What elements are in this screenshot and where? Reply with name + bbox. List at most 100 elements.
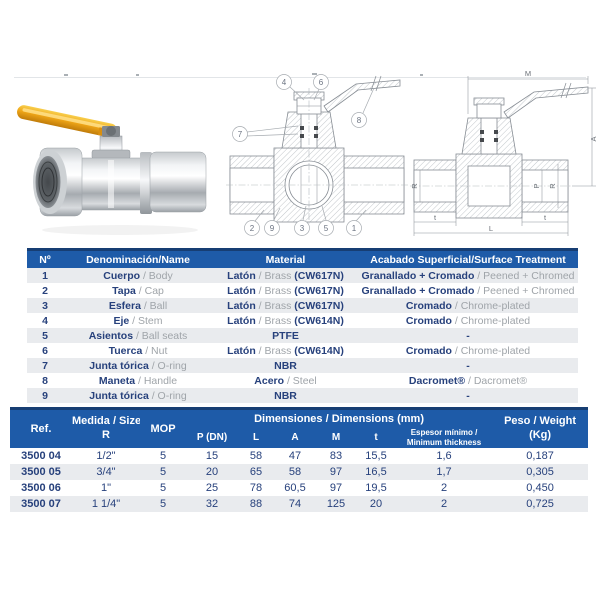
material-code: (CW617N) bbox=[294, 269, 344, 282]
cell-finish: Cromado / Chrome-plated bbox=[358, 313, 578, 328]
crop-artifact bbox=[136, 74, 139, 76]
cell-l: 65 bbox=[249, 466, 263, 478]
cell-size: 1" bbox=[100, 482, 112, 494]
table-row: 3500 07 1 1/4" 5 32 88 74 125 20 2 0,725 bbox=[10, 496, 589, 512]
callout-4: 4 bbox=[282, 78, 287, 87]
col-header-material: Material bbox=[213, 248, 358, 268]
cell-t: 15,5 bbox=[365, 450, 387, 462]
cell-material: Latón / Brass (CW617N) bbox=[213, 298, 358, 313]
table-row: 3500 06 1" 5 25 78 60,5 97 19,5 2 0,450 bbox=[10, 480, 588, 496]
cell-num: 3 bbox=[42, 299, 48, 312]
col-header-m: M bbox=[316, 427, 356, 448]
text-es: Cuerpo bbox=[103, 269, 141, 282]
cell-finish: Dacromet® / Dacromet® bbox=[358, 373, 578, 388]
table-row: 7 Junta tórica / O-ring NBR - bbox=[27, 358, 578, 373]
cell-name: Esfera / Ball bbox=[63, 298, 213, 313]
cell-num: 8 bbox=[42, 374, 48, 387]
cell-weight: 0,187 bbox=[526, 450, 554, 462]
col-header-p: P (DN) bbox=[186, 427, 238, 448]
callout-1: 1 bbox=[352, 224, 357, 233]
col-header-ref: Ref. bbox=[10, 410, 72, 448]
callout-3: 3 bbox=[300, 224, 305, 233]
cell-weight: 0,725 bbox=[526, 498, 554, 510]
col-header-a: A bbox=[274, 427, 316, 448]
cell-size: 1 1/4" bbox=[91, 498, 121, 510]
cell-size: 3/4" bbox=[96, 466, 116, 478]
weight-label-line2: (Kg) bbox=[529, 429, 552, 441]
cell-mop: 5 bbox=[159, 498, 167, 510]
text-es: Cromado bbox=[405, 299, 452, 312]
cell-num: 4 bbox=[42, 314, 48, 327]
dimensions-header-row-1: Ref. Medida / Size R MOP Dimensiones / D… bbox=[10, 410, 589, 448]
cell-material: Latón / Brass (CW614N) bbox=[213, 313, 358, 328]
text-es: Junta tórica bbox=[89, 389, 149, 402]
cell-weight: 0,305 bbox=[526, 466, 554, 478]
cell-p: 25 bbox=[205, 482, 219, 494]
cell-name: Junta tórica / O-ring bbox=[63, 358, 213, 373]
col-header-size: Medida / Size R bbox=[72, 410, 140, 448]
text-es: Dacromet® bbox=[408, 374, 466, 387]
packing-flange bbox=[91, 149, 131, 160]
text-en: / Body bbox=[140, 269, 173, 282]
callout-2: 2 bbox=[250, 224, 255, 233]
table-row: 5 Asientos / Ball seats PTFE - bbox=[27, 328, 578, 343]
cell-material: Latón / Brass (CW617N) bbox=[213, 283, 358, 298]
text-en: / Ball seats bbox=[133, 329, 188, 342]
table-row: 3 Esfera / Ball Latón / Brass (CW617N) Crom… bbox=[27, 298, 578, 313]
callout-7: 7 bbox=[238, 130, 243, 139]
cell-thickness: 1,7 bbox=[436, 466, 452, 478]
dimensions-table: Ref. Medida / Size R MOP Dimensiones / D… bbox=[10, 410, 589, 512]
text-es: Cromado bbox=[405, 344, 452, 357]
cell-num: 2 bbox=[42, 284, 48, 297]
callout-8: 8 bbox=[357, 116, 362, 125]
cell-finish: Granallado + Cromado / Peened + Chromed bbox=[358, 268, 578, 283]
crop-artifact bbox=[312, 73, 317, 75]
text-es: Granallado + Cromado bbox=[361, 269, 475, 282]
text-en: / Nut bbox=[142, 344, 168, 357]
cell-finish: - bbox=[358, 358, 578, 373]
cell-material: NBR bbox=[213, 358, 358, 373]
text-es: Acero bbox=[254, 374, 285, 387]
callout-5: 5 bbox=[324, 224, 329, 233]
text-es: Latón bbox=[227, 284, 256, 297]
cell-material: NBR bbox=[213, 388, 358, 403]
threaded-opening bbox=[35, 156, 61, 208]
text-en: / Chrome-plated bbox=[451, 344, 531, 357]
cell-finish: - bbox=[358, 388, 578, 403]
size-label-line2: R bbox=[102, 429, 110, 441]
valve-outline bbox=[413, 82, 589, 219]
material-code: (CW614N) bbox=[294, 344, 344, 357]
materials-header-row: Nº Denominación/Name Material Acabado Su… bbox=[27, 248, 578, 268]
text-es: Latón bbox=[227, 299, 256, 312]
dim-label-l: L bbox=[489, 224, 493, 233]
callout-6: 6 bbox=[319, 78, 324, 87]
text-es: Latón bbox=[227, 344, 256, 357]
thread-ring bbox=[38, 161, 58, 203]
cell-num: 9 bbox=[42, 389, 48, 402]
cell-name: Asientos / Ball seats bbox=[63, 328, 213, 343]
text-en: / Brass bbox=[255, 344, 292, 357]
table-row: 1 Cuerpo / Body Latón / Brass (CW617N) Gran… bbox=[27, 268, 578, 283]
stem-seals bbox=[480, 130, 498, 142]
dimension-lines bbox=[413, 76, 596, 236]
col-header-weight: Peso / Weight (Kg) bbox=[492, 410, 589, 448]
cell-m: 83 bbox=[329, 450, 343, 462]
cell-name: Cuerpo / Body bbox=[63, 268, 213, 283]
valve-product-photo bbox=[17, 105, 207, 235]
text-en: / Brass bbox=[255, 284, 292, 297]
material-code: (CW617N) bbox=[294, 299, 344, 312]
cell-m: 97 bbox=[329, 466, 343, 478]
cell-t: 16,5 bbox=[365, 466, 387, 478]
dim-label-p: P bbox=[532, 183, 541, 188]
cell-a: 58 bbox=[288, 466, 302, 478]
text-es: - bbox=[466, 359, 470, 372]
dimensions-header-row-2: P (DN) L A M t Espesor mínimo / Minimum … bbox=[10, 427, 588, 448]
dim-label-t-right: t bbox=[544, 213, 547, 222]
cell-num: 1 bbox=[42, 269, 48, 282]
cell-l: 58 bbox=[249, 450, 263, 462]
dim-label-a: A bbox=[589, 136, 598, 141]
crop-artifact bbox=[64, 74, 68, 76]
cell-name: Eje / Stem bbox=[63, 313, 213, 328]
dim-label-t-left: t bbox=[434, 213, 437, 222]
